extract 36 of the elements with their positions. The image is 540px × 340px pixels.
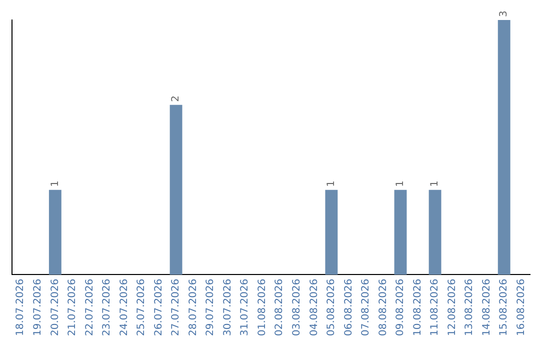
- x-tick-label: 28.07.2026: [188, 278, 199, 336]
- x-tick-label: 05.08.2026: [326, 278, 338, 336]
- data-label: 3: [498, 10, 510, 17]
- x-tick-label: 07.08.2026: [360, 278, 372, 336]
- x-tick-label: 21.07.2026: [67, 278, 78, 336]
- x-tick-label: 13.08.2026: [464, 278, 476, 336]
- x-tick-label: 02.08.2026: [274, 278, 286, 336]
- x-tick-label: 19.07.2026: [32, 278, 44, 336]
- x-tick-label: 06.08.2026: [343, 278, 354, 336]
- x-tick-label: 23.07.2026: [102, 278, 113, 336]
- x-tick-label: 01.08.2026: [256, 278, 268, 336]
- x-tick-label: 08.08.2026: [378, 278, 389, 336]
- data-label: 1: [395, 180, 406, 187]
- x-tick-label: 26.07.2026: [153, 278, 164, 336]
- x-tick-label: 04.08.2026: [308, 278, 320, 336]
- x-tick-label: 31.07.2026: [240, 278, 251, 336]
- x-tick-label: 20.07.2026: [50, 278, 61, 336]
- x-tick-label: 15.08.2026: [498, 278, 510, 336]
- data-label: 1: [430, 180, 441, 187]
- x-tick-label: 03.08.2026: [291, 278, 302, 336]
- x-tick-label: 24.07.2026: [118, 278, 130, 336]
- x-tick-label: 30.07.2026: [222, 278, 234, 336]
- x-tick-label: 22.07.2026: [84, 278, 96, 336]
- data-label: 2: [170, 96, 182, 102]
- x-tick-label: 09.08.2026: [395, 278, 406, 336]
- data-label: 1: [50, 180, 61, 187]
- x-tick-label: 11.08.2026: [430, 278, 441, 336]
- x-tick-label: 25.07.2026: [136, 278, 148, 336]
- x-tick-label: 12.08.2026: [446, 278, 458, 336]
- x-tick-label: 14.08.2026: [481, 278, 492, 336]
- x-tick-label: 10.08.2026: [412, 278, 424, 336]
- data-label: 1: [326, 180, 338, 187]
- x-tick-label: 29.07.2026: [205, 278, 216, 336]
- x-tick-label: 16.08.2026: [516, 278, 527, 336]
- x-tick-label: 27.07.2026: [170, 278, 182, 336]
- x-tick-label: 18.07.2026: [15, 278, 26, 336]
